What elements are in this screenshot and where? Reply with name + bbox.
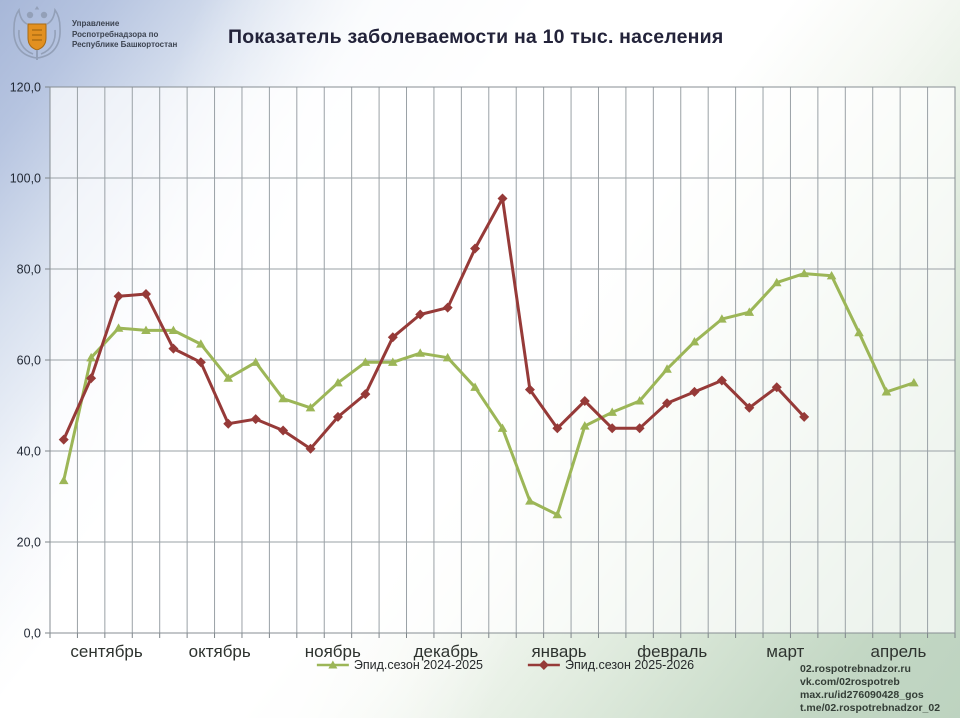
y-axis-label: 60,0 <box>17 354 41 368</box>
triangle-marker <box>799 268 809 278</box>
diamond-marker <box>799 411 810 422</box>
triangle-marker <box>58 475 69 485</box>
logo-text: Управление Роспотребнадзора по Республик… <box>72 19 177 51</box>
diamond-marker <box>387 332 398 343</box>
x-axis-month-label: декабрь <box>414 642 479 661</box>
triangle-marker <box>250 357 261 366</box>
diamond-marker <box>689 386 700 397</box>
diamond-marker <box>223 418 234 429</box>
diamond-marker <box>415 309 426 320</box>
triangle-marker <box>497 423 508 432</box>
x-axis-month-label: март <box>766 642 804 661</box>
x-axis-month-label: октябрь <box>189 642 251 661</box>
triangle-marker <box>525 496 535 505</box>
diamond-marker <box>332 411 343 422</box>
triangle-marker <box>881 387 892 396</box>
footer-link: max.ru/id276090428_gos <box>800 689 924 701</box>
triangle-marker <box>607 407 617 416</box>
diamond-marker <box>524 384 535 395</box>
triangle-marker <box>909 377 919 387</box>
diamond-marker <box>607 423 618 434</box>
logo-text-line: Управление <box>72 19 120 29</box>
triangle-marker <box>196 339 206 348</box>
y-axis-label: 120,0 <box>10 81 41 95</box>
diamond-marker <box>250 414 261 425</box>
triangle-marker <box>223 373 234 382</box>
diamond-marker <box>58 434 69 445</box>
diamond-marker <box>744 402 755 413</box>
diamond-marker <box>195 357 206 368</box>
page-title: Показатель заболеваемости на 10 тыс. нас… <box>228 26 724 48</box>
x-axis-month-label: февраль <box>637 642 707 661</box>
rospotrebnadzor-logo: Управление Роспотребнадзора по Республик… <box>10 4 177 66</box>
diamond-marker <box>86 373 97 384</box>
footer-links: 02.rospotrebnadzor.ru vk.com/02rospotreb… <box>800 663 940 715</box>
diamond-marker <box>113 291 124 302</box>
triangle-marker <box>717 314 727 323</box>
footer-link: vk.com/02rospotreb <box>800 676 900 688</box>
diamond-marker <box>771 382 782 393</box>
triangle-marker <box>278 393 288 403</box>
y-axis-label: 40,0 <box>17 445 41 459</box>
series-line-1 <box>62 197 806 451</box>
legend-label: Эпид.сезон 2024-2025 <box>353 658 483 672</box>
triangle-marker <box>388 357 398 366</box>
diamond-marker <box>168 343 179 354</box>
triangle-marker <box>826 271 837 280</box>
x-axis-month-label: ноябрь <box>305 642 361 661</box>
footer-link: 02.rospotrebnadzor.ru <box>800 663 911 675</box>
legend-item: Эпид.сезон 2025-2026 <box>527 658 694 672</box>
diamond-marker <box>470 243 481 254</box>
plot-border <box>49 86 956 634</box>
diamond-marker <box>278 425 289 436</box>
logo-text-line: Роспотребнадзора по <box>72 29 159 39</box>
triangle-marker <box>333 377 343 387</box>
legend-triangle-swatch-icon <box>316 660 349 669</box>
diamond-marker <box>634 423 645 434</box>
diamond-marker <box>442 302 453 313</box>
triangle-marker <box>579 421 590 430</box>
x-axis-month-label: апрель <box>871 642 927 661</box>
series-line-0 <box>62 272 916 517</box>
diamond-marker <box>140 289 151 300</box>
diamond-marker <box>305 443 316 454</box>
legend-label: Эпид.сезон 2025-2026 <box>565 658 695 672</box>
triangle-marker <box>689 337 700 346</box>
footer-link: t.me/02.rospotrebnadzor_02 <box>800 702 941 714</box>
triangle-marker <box>744 307 755 316</box>
triangle-marker <box>113 323 124 332</box>
diamond-marker <box>497 193 508 204</box>
triangle-marker <box>360 357 371 366</box>
triangle-marker <box>634 396 645 405</box>
x-axis-month-label: январь <box>531 642 586 661</box>
triangle-marker <box>86 352 96 362</box>
triangle-marker <box>305 402 316 412</box>
triangle-marker <box>771 277 782 287</box>
y-axis-label: 20,0 <box>17 536 41 550</box>
triangle-marker <box>662 364 672 373</box>
y-axis-label: 0,0 <box>24 627 41 641</box>
triangle-marker <box>442 352 453 362</box>
y-axis-label: 100,0 <box>10 172 41 186</box>
triangle-marker <box>470 382 480 391</box>
triangle-marker <box>415 348 426 357</box>
diamond-marker <box>662 398 673 409</box>
x-axis-month-label: сентябрь <box>70 642 143 661</box>
triangle-marker <box>552 509 563 519</box>
diamond-marker <box>579 395 590 406</box>
logo-text-line: Республике Башкортостан <box>72 40 178 50</box>
diamond-marker <box>716 375 727 386</box>
legend-diamond-swatch-icon <box>528 660 560 670</box>
diamond-marker <box>552 423 563 434</box>
triangle-marker <box>854 327 864 337</box>
triangle-marker <box>141 325 151 335</box>
chart-legend: Эпид.сезон 2024-2025 Эпид.сезон 2025-2026 <box>316 658 694 672</box>
double-headed-eagle-emblem-icon <box>13 6 61 60</box>
legend-item: Эпид.сезон 2024-2025 <box>316 658 483 672</box>
diamond-marker <box>360 389 371 400</box>
y-axis-label: 80,0 <box>17 263 41 277</box>
triangle-marker <box>168 325 179 335</box>
